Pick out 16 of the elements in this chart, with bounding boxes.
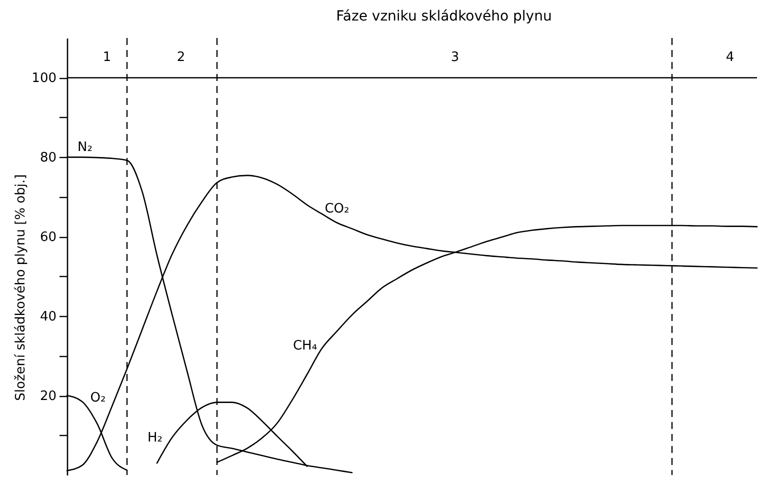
y-tick-label: 20 xyxy=(40,389,56,404)
series-label: O₂ xyxy=(90,390,106,406)
y-tick-label: 80 xyxy=(40,150,56,166)
annotation: 3 xyxy=(450,50,460,65)
series-label: N₂ xyxy=(78,140,92,156)
chart-title: Fáze vzniku skládkového plynu xyxy=(336,8,552,24)
annotation: 2 xyxy=(176,50,186,65)
y-tick-label: 60 xyxy=(40,230,56,246)
series-label: H₂ xyxy=(148,430,162,446)
series-label: CH₄ xyxy=(292,338,318,354)
y-tick-label: 40 xyxy=(40,310,56,325)
annotation: 4 xyxy=(726,50,734,65)
annotation: 1 xyxy=(102,50,112,65)
series-label: CO₂ xyxy=(324,202,350,217)
y-tick-label: 100 xyxy=(32,71,56,86)
y-axis-title: Složení skládkového plynu [% obj.] xyxy=(14,174,29,401)
